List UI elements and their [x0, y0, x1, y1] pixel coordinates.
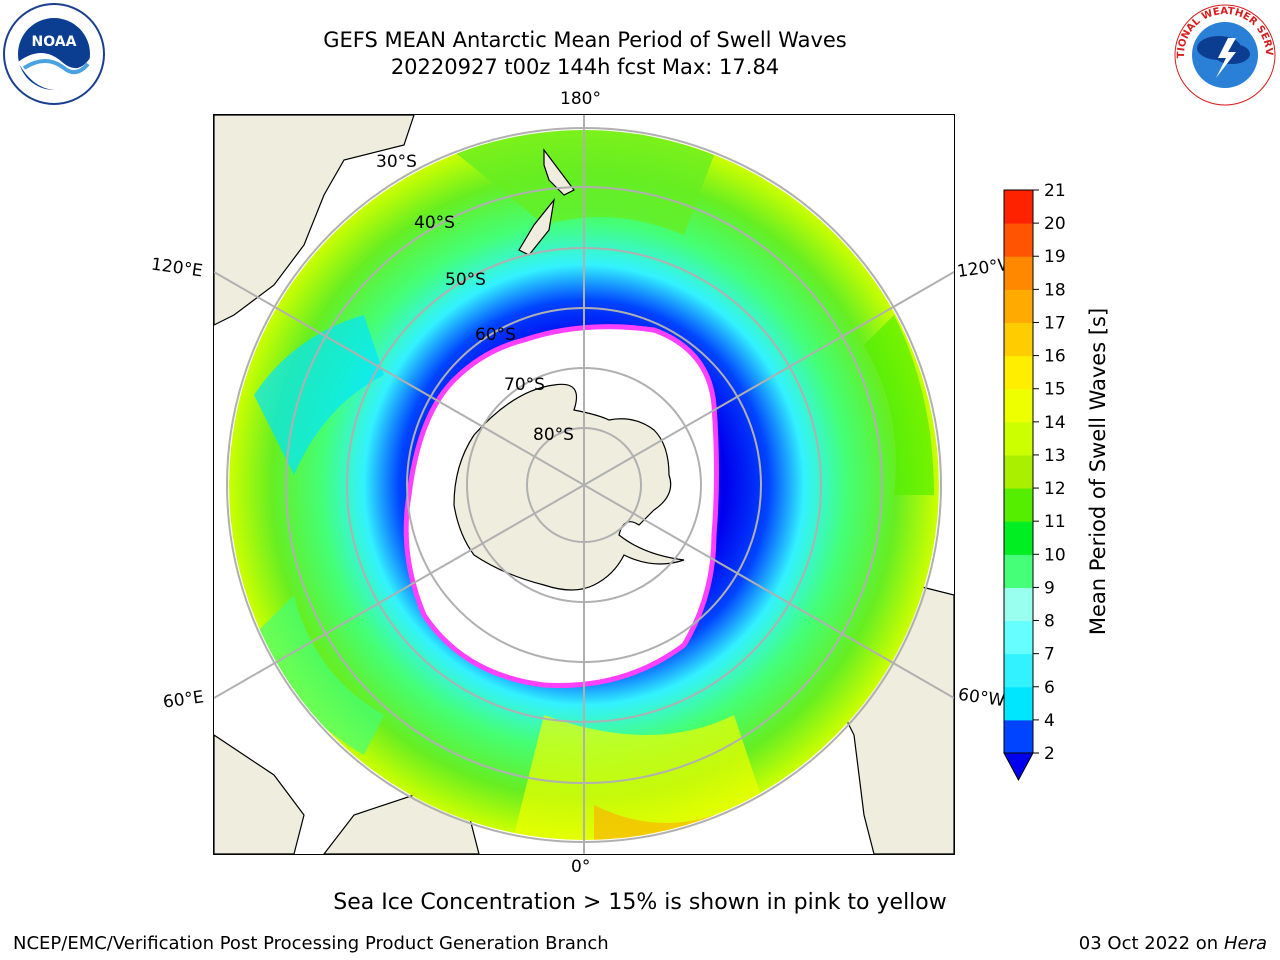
- colorbar-segment: [1004, 289, 1033, 323]
- colorbar-tick-label: 15: [1044, 380, 1066, 400]
- colorbar-tick-label: 17: [1044, 313, 1066, 333]
- colorbar-under-arrow: [1003, 752, 1034, 782]
- nws-logo: NATIONAL WEATHER SERVICE: [1172, 2, 1276, 106]
- noaa-logo-text: NOAA: [32, 34, 77, 50]
- land-madagascar: [214, 734, 305, 854]
- colorbar-outline: [1003, 189, 1034, 754]
- colorbar-segment: [1004, 488, 1033, 522]
- sea-ice-note: Sea Ice Concentration > 15% is shown in …: [333, 890, 947, 915]
- colorbar-segment: [1004, 686, 1033, 721]
- colorbar-tick-label: 16: [1044, 347, 1066, 367]
- lon-label-180: 180°: [560, 89, 601, 109]
- colorbar-tick-label: 12: [1044, 479, 1066, 499]
- map-panel: [214, 115, 954, 854]
- lon-label-120e: 120°E: [149, 254, 204, 282]
- land-new-zealand-south: [518, 197, 555, 256]
- colorbar-tick-label: 21: [1044, 181, 1066, 201]
- lon-label-60e: 60°E: [161, 687, 206, 713]
- colorbar-tick-label: 18: [1044, 280, 1066, 300]
- colorbar-segment: [1004, 190, 1033, 224]
- polar-map: [214, 115, 954, 854]
- land-new-zealand-north: [543, 148, 575, 196]
- lat-label-80s: 80°S: [533, 425, 574, 445]
- colorbar-tick-label: 8: [1044, 612, 1055, 632]
- lat-label-60s: 60°S: [475, 325, 516, 345]
- colorbar-segment: [1004, 454, 1033, 489]
- lat-label-30s: 30°S: [376, 152, 417, 172]
- land-australia-top: [214, 115, 415, 326]
- colorbar-tick-label: 4: [1044, 711, 1055, 731]
- colorbar-tick-label: 20: [1044, 214, 1066, 234]
- colorbar-tick-label: 14: [1044, 413, 1066, 433]
- lat-label-40s: 40°S: [414, 213, 455, 233]
- colorbar-segment: [1004, 421, 1033, 456]
- colorbar-tick-label: 19: [1044, 247, 1066, 267]
- colorbar-segment: [1004, 554, 1033, 588]
- colorbar-segment: [1004, 388, 1033, 423]
- colorbar-segment: [1004, 322, 1033, 357]
- colorbar-segment: [1004, 355, 1033, 390]
- colorbar-segment: [1004, 653, 1033, 688]
- colorbar-tick-label: 13: [1044, 446, 1066, 466]
- noaa-logo: NOAA: [3, 3, 105, 105]
- lat-label-70s: 70°S: [504, 375, 545, 395]
- credit-date-text: 03 Oct 2022 on: [1078, 933, 1219, 954]
- credit-org: NCEP/EMC/Verification Post Processing Pr…: [13, 933, 609, 954]
- colorbar-tick-label: 6: [1044, 678, 1055, 698]
- land-antarctica: [453, 383, 685, 591]
- colorbar-tick-label: 2: [1044, 744, 1055, 764]
- lon-label-0: 0°: [571, 857, 591, 877]
- colorbar-segment: [1004, 587, 1033, 622]
- colorbar-segment: [1004, 719, 1033, 754]
- colorbar-segment: [1004, 620, 1033, 655]
- chart-title: GEFS MEAN Antarctic Mean Period of Swell…: [323, 28, 847, 52]
- colorbar-segment: [1004, 521, 1033, 555]
- chart-subtitle: 20220927 t00z 144h fcst Max: 17.84: [390, 55, 780, 79]
- colorbar: 2 4 6 7 8 9 10 11 12 13 14 15 16 17 18 19 20 21 Mean Perio…: [1003, 181, 1110, 782]
- colorbar-label: Mean Period of Swell Waves [s]: [1086, 308, 1110, 635]
- colorbar-segment: [1004, 223, 1033, 257]
- lat-label-50s: 50°S: [445, 270, 486, 290]
- colorbar-tick-label: 11: [1044, 512, 1066, 532]
- credit-date: 03 Oct 2022 on Hera: [1079, 933, 1267, 955]
- credit-host: Hera: [1223, 933, 1267, 954]
- colorbar-tick-label: 9: [1044, 578, 1055, 598]
- colorbar-tick-label: 10: [1044, 545, 1066, 565]
- colorbar-segment: [1004, 256, 1033, 290]
- graticule: [214, 115, 954, 854]
- colorbar-tick-label: 7: [1044, 645, 1055, 665]
